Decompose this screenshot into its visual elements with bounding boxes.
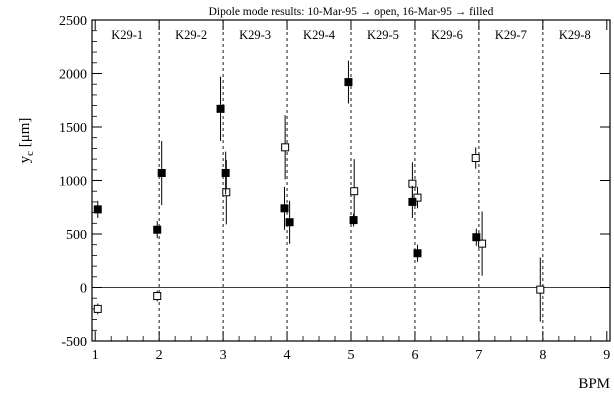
segment-label: K29-4: [303, 28, 336, 42]
filled-square-point: [472, 233, 481, 242]
x-tick-label: 8: [539, 348, 546, 363]
x-tick-label: 9: [603, 348, 610, 363]
segment-labels: K29-1 K29-2 K29-3 K29-4 K29-5 K29-6 K29-7 K29-8: [111, 28, 591, 42]
x-tick-label: 5: [348, 348, 355, 363]
y-tick-label: 1500: [59, 121, 87, 136]
open-square-point: [93, 304, 102, 313]
y-tick-label: 0: [80, 282, 87, 297]
y-tick-label: -500: [61, 335, 87, 350]
segment-label: K29-8: [559, 28, 591, 42]
plot-frame: [91, 19, 611, 342]
x-tick-label: 6: [411, 348, 418, 363]
segment-boundaries: [158, 20, 544, 341]
y-tick-label: 2000: [59, 68, 87, 83]
open-square-point: [536, 285, 545, 294]
chart-title: Dipole mode results: 10-Mar-95 → open, 1…: [209, 6, 494, 18]
segment-label: K29-6: [431, 28, 463, 42]
segment-label: K29-3: [239, 28, 271, 42]
filled-square-point: [408, 197, 417, 206]
filled-square-point: [93, 205, 102, 214]
open-square-point: [153, 292, 162, 301]
open-square-point: [471, 154, 480, 163]
y-axis-label-main: y: [17, 155, 33, 163]
open-square-point: [281, 143, 290, 152]
x-tick-label: 4: [284, 348, 291, 363]
filled-square-point: [157, 169, 166, 178]
open-square-point: [222, 188, 231, 197]
x-tick-label: 2: [156, 348, 163, 363]
filled-square-point: [221, 169, 230, 178]
filled-square-point: [280, 204, 289, 213]
open-square-point: [350, 187, 359, 196]
filled-square-point: [285, 218, 294, 227]
y-axis-label: yc [μm]: [17, 118, 36, 164]
open-square-point: [413, 193, 422, 202]
filled-square-point: [413, 249, 422, 258]
segment-label: K29-2: [175, 28, 207, 42]
y-tick-label: 1000: [59, 175, 87, 190]
x-tick-label: 7: [475, 348, 482, 363]
x-tick-labels: 1 2 3 4 5 6 7 8 9: [92, 348, 611, 363]
segment-label: K29-7: [495, 28, 527, 42]
y-tick-label: 2500: [59, 14, 87, 29]
open-square-point: [478, 239, 487, 248]
x-tick-label: 1: [92, 348, 99, 363]
y-axis-label-sub: c: [24, 151, 36, 156]
data-points: [93, 60, 545, 322]
segment-label: K29-1: [111, 28, 143, 42]
y-tick-labels: -500 0 500 1000 1500 2000 2500: [59, 14, 87, 350]
x-tick-label: 3: [220, 348, 227, 363]
x-axis-label: BPM: [578, 376, 610, 392]
filled-square-point: [349, 216, 358, 225]
y-axis-label-unit: [μm]: [17, 118, 33, 151]
axis-ticks: [92, 19, 610, 342]
filled-square-point: [344, 78, 353, 87]
segment-label: K29-5: [367, 28, 399, 42]
filled-square-point: [153, 225, 162, 234]
filled-square-point: [216, 104, 225, 113]
y-tick-label: 500: [66, 228, 87, 243]
